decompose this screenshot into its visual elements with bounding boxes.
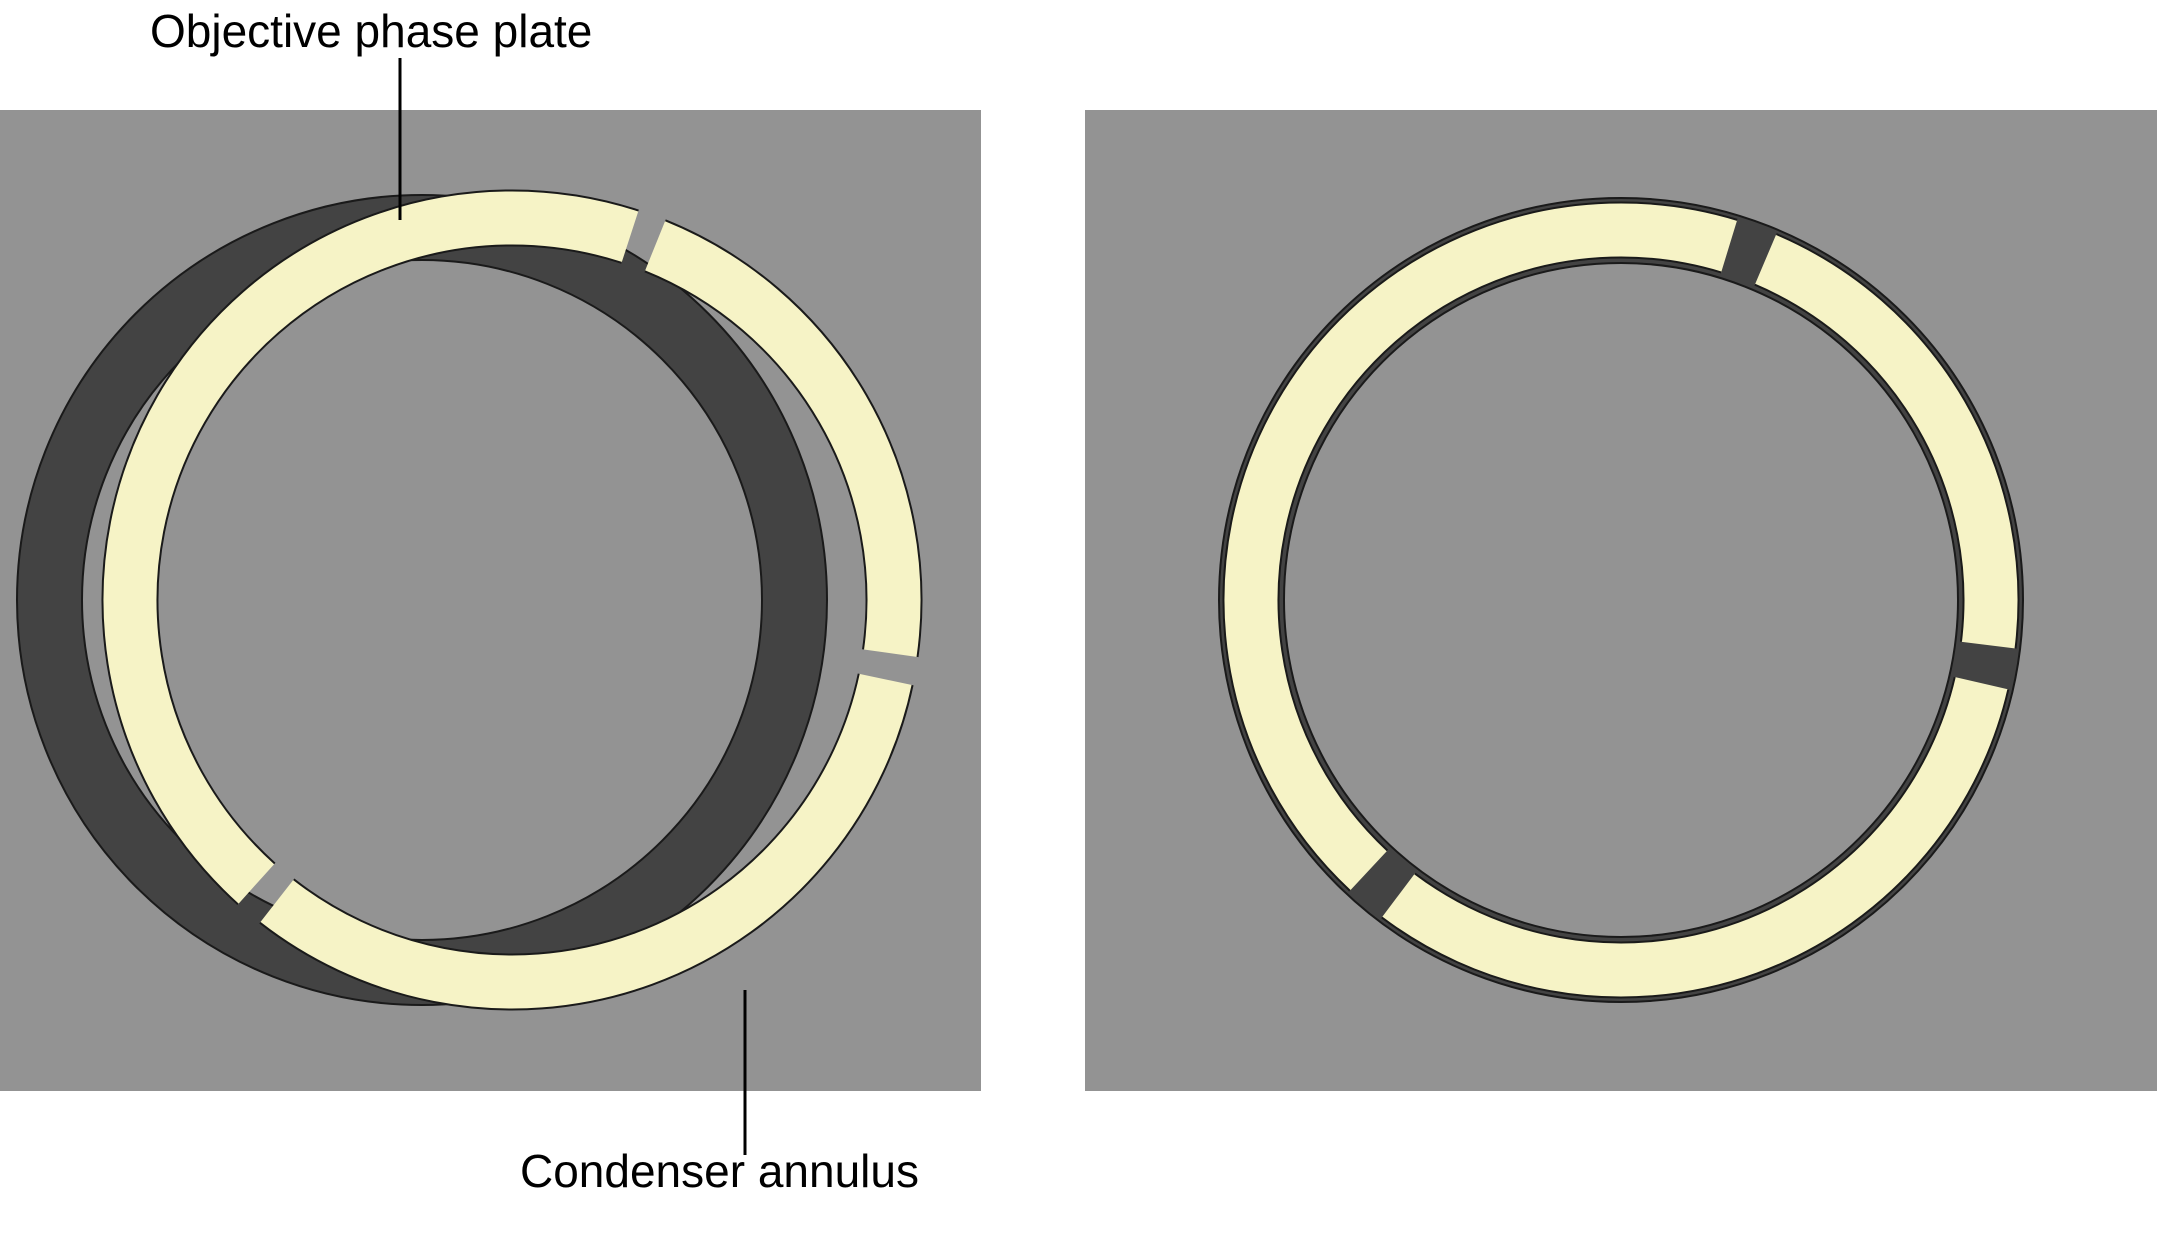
right-panel	[1085, 110, 2157, 1091]
label-objective-phase-plate: Objective phase plate	[150, 4, 592, 58]
label-condenser-annulus: Condenser annulus	[520, 1144, 919, 1198]
left-panel	[0, 110, 981, 1091]
